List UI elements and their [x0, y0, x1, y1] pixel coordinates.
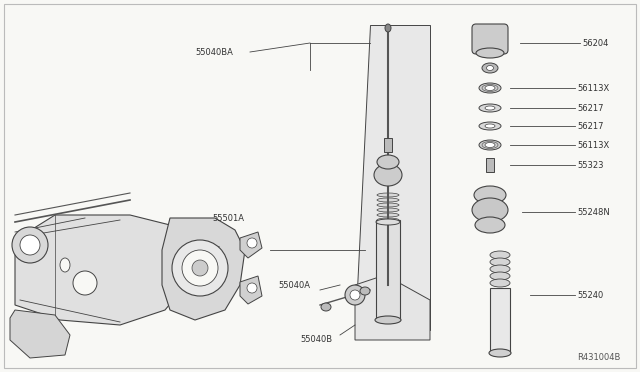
Ellipse shape	[377, 218, 399, 222]
Ellipse shape	[60, 258, 70, 272]
Text: R431004B: R431004B	[577, 353, 620, 362]
FancyBboxPatch shape	[4, 4, 636, 368]
Text: 56113X: 56113X	[577, 141, 609, 150]
Ellipse shape	[479, 140, 501, 150]
FancyBboxPatch shape	[376, 220, 400, 320]
Text: 56210K: 56210K	[188, 246, 220, 254]
Ellipse shape	[385, 24, 391, 32]
Ellipse shape	[377, 193, 399, 197]
Ellipse shape	[490, 279, 510, 287]
Ellipse shape	[476, 48, 504, 58]
Polygon shape	[15, 215, 195, 325]
Circle shape	[247, 238, 257, 248]
Text: 56217: 56217	[577, 122, 604, 131]
Ellipse shape	[376, 219, 400, 225]
Text: 55040BA: 55040BA	[195, 48, 233, 57]
Text: 55040B: 55040B	[300, 336, 332, 344]
FancyBboxPatch shape	[486, 158, 494, 172]
Ellipse shape	[485, 142, 495, 148]
Ellipse shape	[490, 251, 510, 259]
Polygon shape	[10, 310, 70, 358]
Ellipse shape	[485, 106, 495, 110]
Ellipse shape	[377, 213, 399, 217]
Ellipse shape	[485, 124, 495, 128]
Circle shape	[73, 271, 97, 295]
FancyBboxPatch shape	[384, 138, 392, 152]
Text: 55323: 55323	[577, 160, 604, 170]
Ellipse shape	[485, 86, 495, 90]
Ellipse shape	[490, 272, 510, 280]
Ellipse shape	[377, 208, 399, 212]
Ellipse shape	[377, 155, 399, 169]
Ellipse shape	[377, 198, 399, 202]
FancyBboxPatch shape	[490, 288, 510, 353]
Ellipse shape	[374, 164, 402, 186]
Text: 55248N: 55248N	[577, 208, 610, 217]
Polygon shape	[162, 218, 245, 320]
Ellipse shape	[375, 316, 401, 324]
Polygon shape	[355, 25, 430, 330]
Ellipse shape	[474, 186, 506, 204]
Ellipse shape	[486, 65, 493, 71]
Circle shape	[247, 283, 257, 293]
Text: 55040A: 55040A	[278, 280, 310, 289]
Ellipse shape	[479, 122, 501, 130]
Ellipse shape	[490, 265, 510, 273]
Circle shape	[345, 285, 365, 305]
Text: 55240: 55240	[577, 291, 604, 299]
Ellipse shape	[482, 63, 498, 73]
Circle shape	[192, 260, 208, 276]
Ellipse shape	[360, 287, 370, 295]
Circle shape	[20, 235, 40, 255]
Ellipse shape	[479, 104, 501, 112]
Ellipse shape	[479, 83, 501, 93]
Text: 55501A: 55501A	[212, 214, 244, 222]
Polygon shape	[355, 275, 430, 340]
Text: 56204: 56204	[582, 38, 609, 48]
Text: 56113X: 56113X	[577, 83, 609, 93]
Ellipse shape	[489, 349, 511, 357]
Ellipse shape	[472, 198, 508, 222]
Circle shape	[12, 227, 48, 263]
Ellipse shape	[377, 203, 399, 207]
Ellipse shape	[475, 217, 505, 233]
Ellipse shape	[321, 303, 331, 311]
Circle shape	[182, 250, 218, 286]
Polygon shape	[240, 276, 262, 304]
Text: 56217: 56217	[577, 103, 604, 112]
Polygon shape	[240, 232, 262, 258]
FancyBboxPatch shape	[472, 24, 508, 54]
Ellipse shape	[490, 258, 510, 266]
Circle shape	[350, 290, 360, 300]
Circle shape	[172, 240, 228, 296]
